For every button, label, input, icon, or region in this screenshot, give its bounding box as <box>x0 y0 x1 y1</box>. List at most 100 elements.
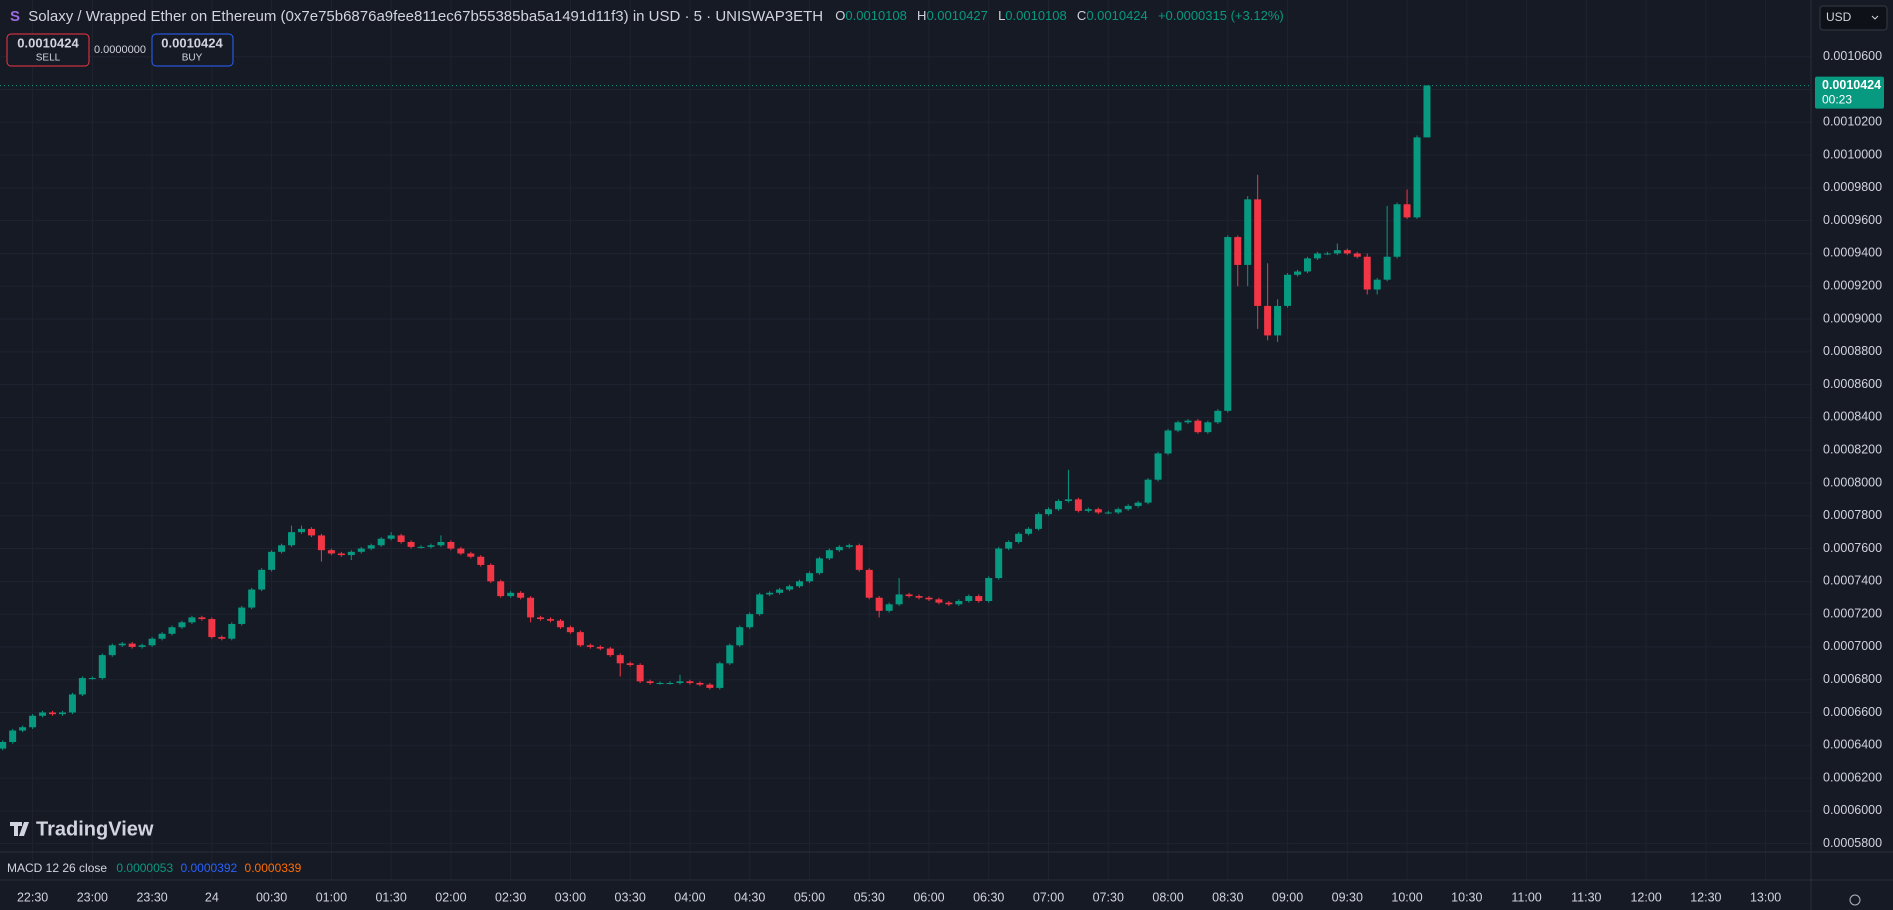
candle-body <box>1154 453 1162 480</box>
candle-body <box>9 730 17 742</box>
y-tick-label: 0.0009800 <box>1823 180 1882 194</box>
candle-body <box>527 597 535 618</box>
x-tick-label: 09:00 <box>1272 890 1303 904</box>
candle-body <box>198 617 206 620</box>
candle-body <box>616 655 624 664</box>
y-tick-label: 0.0010200 <box>1823 115 1882 129</box>
y-tick-label: 0.0008400 <box>1823 410 1882 424</box>
candle-body <box>307 528 315 536</box>
candle-body <box>537 617 545 620</box>
candle-body <box>1274 305 1282 336</box>
candle-body <box>407 541 415 547</box>
candle-body <box>357 548 365 552</box>
candle-body <box>98 655 106 679</box>
candle-body <box>497 581 505 597</box>
candle-body <box>556 620 564 628</box>
x-tick-label: 08:30 <box>1212 890 1243 904</box>
candle-body <box>885 604 893 611</box>
y-tick-label: 0.0009400 <box>1823 246 1882 260</box>
candle-body <box>178 622 186 628</box>
x-tick-label: 02:00 <box>435 890 466 904</box>
y-tick-label: 0.0006600 <box>1823 705 1882 719</box>
candle-body <box>1353 253 1361 257</box>
candle-body <box>118 643 126 646</box>
x-tick-label: 13:00 <box>1750 890 1781 904</box>
x-tick-label: 23:00 <box>77 890 108 904</box>
candle-body <box>517 592 525 598</box>
candle-body <box>1373 279 1381 290</box>
legend-value: 0.0010108 <box>1005 8 1066 23</box>
candle-body <box>835 546 843 551</box>
sell-price[interactable]: 0.0010424 <box>17 35 79 50</box>
chart-title: Solaxy / Wrapped Ether on Ethereum (0x7e… <box>28 8 823 25</box>
settings-icon[interactable] <box>1849 894 1861 906</box>
x-tick-label: 10:00 <box>1391 890 1422 904</box>
candle-body <box>1254 199 1262 306</box>
x-tick-label: 11:30 <box>1571 890 1601 904</box>
candle-body <box>397 535 405 542</box>
candle-body <box>756 594 764 615</box>
candle-body <box>965 596 973 602</box>
y-tick-label: 0.0008600 <box>1823 377 1882 391</box>
sell-box[interactable] <box>6 33 90 67</box>
candle-body <box>1323 253 1331 255</box>
sell-label[interactable]: SELL <box>36 53 61 64</box>
candle-body <box>1084 509 1092 511</box>
candle-body <box>108 645 116 656</box>
candle-body <box>1204 422 1212 433</box>
buy-box[interactable] <box>151 33 234 67</box>
candle-body <box>467 553 475 557</box>
candle-body <box>955 601 963 605</box>
y-tick-label: 0.0009000 <box>1823 311 1882 325</box>
currency-select[interactable]: USD <box>1819 5 1888 31</box>
candle-body <box>995 548 1003 579</box>
x-tick-label: 07:00 <box>1033 890 1064 904</box>
candle-body <box>29 715 37 728</box>
candle-body <box>935 599 943 603</box>
x-tick-label: 04:00 <box>674 890 705 904</box>
currency-box[interactable] <box>1819 5 1888 31</box>
candle-body <box>1144 479 1152 503</box>
candle-body <box>547 619 554 621</box>
indicator-legend: MACD 12 26 close 0.0000053 0.0000392 0.0… <box>7 861 302 875</box>
y-tick-label: 0.0007600 <box>1823 541 1882 555</box>
candle-body <box>686 681 694 683</box>
candle-body <box>865 569 873 598</box>
sell-button[interactable]: 0.0010424 SELL <box>6 33 90 67</box>
legend-label: L <box>998 8 1005 23</box>
candle-body <box>68 694 76 713</box>
x-tick-label: 11:00 <box>1511 890 1541 904</box>
candle-body <box>49 712 56 715</box>
candle-body <box>855 545 863 570</box>
candle-body <box>278 545 286 552</box>
candle-body <box>457 548 465 554</box>
candle-body <box>746 614 754 628</box>
buy-price[interactable]: 0.0010424 <box>161 35 223 50</box>
x-tick-label: 10:30 <box>1451 890 1482 904</box>
buy-label[interactable]: BUY <box>182 53 203 64</box>
candle-body <box>1174 422 1182 431</box>
candle-body <box>1005 541 1013 549</box>
price-tag-countdown: 00:23 <box>1822 93 1852 107</box>
candle-body <box>975 596 983 602</box>
candle-body <box>696 682 704 685</box>
y-tick-label: 0.0006400 <box>1823 738 1882 752</box>
x-tick-label: 01:00 <box>316 890 347 904</box>
currency[interactable]: USD <box>1826 10 1852 24</box>
dropdown-arrow[interactable] <box>1871 15 1879 20</box>
candle-body <box>1134 502 1142 506</box>
candle-body <box>327 550 335 554</box>
candle-body <box>776 589 784 593</box>
candle-body <box>1035 514 1043 529</box>
candle-body <box>1383 256 1391 280</box>
logo: TradingView <box>10 818 154 840</box>
candle-body <box>88 678 96 680</box>
x-tick-label: 06:30 <box>973 890 1004 904</box>
x-tick-label: 01:30 <box>375 890 406 904</box>
buy-button[interactable]: 0.0010424 BUY <box>151 33 234 67</box>
legend-value: 0.0010108 <box>845 8 906 23</box>
y-tick-label: 0.0007400 <box>1823 574 1882 588</box>
candle-body <box>815 558 823 574</box>
